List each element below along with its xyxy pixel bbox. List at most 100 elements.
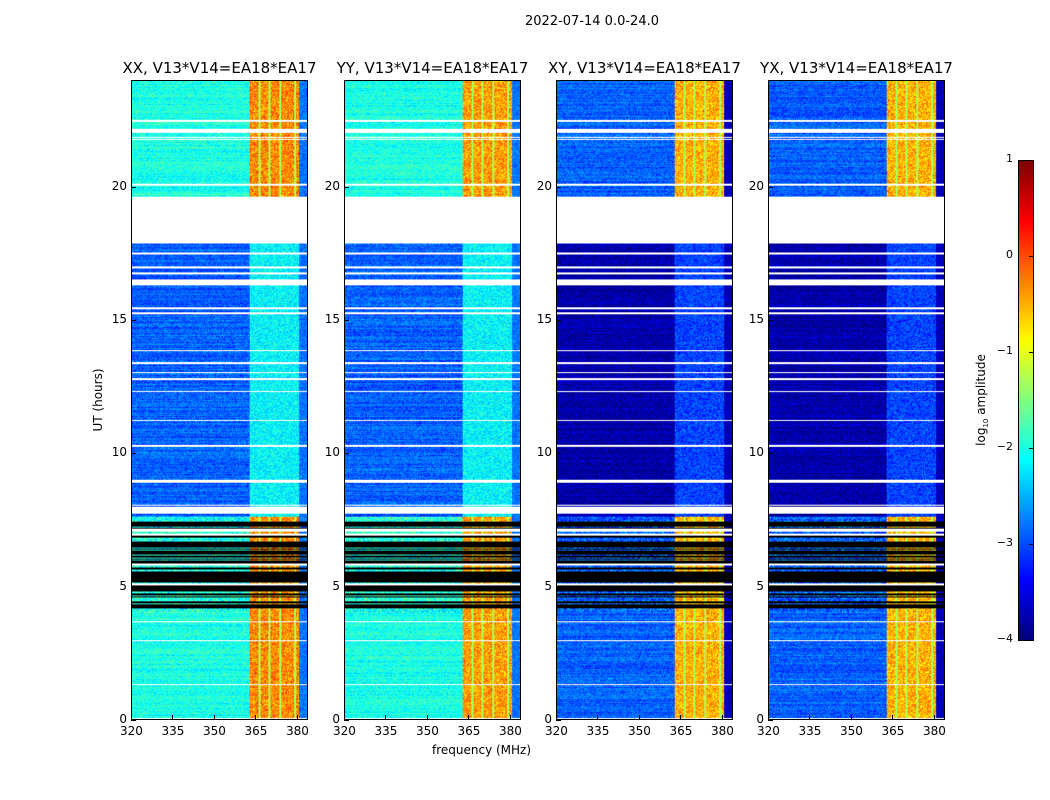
colorbar-tick-label: 0 [1006, 248, 1013, 261]
x-axis-label: frequency (MHz) [432, 743, 532, 757]
x-tick [850, 715, 852, 720]
y-tick [344, 186, 349, 188]
y-tick-label: 20 [748, 178, 764, 193]
colorbar-label-main: log [973, 427, 988, 446]
y-tick-label: 0 [544, 712, 552, 726]
y-tick [768, 720, 773, 721]
y-tick-label: 0 [332, 712, 340, 726]
y-axis-label: UT (hours) [91, 368, 105, 432]
x-tick [296, 715, 298, 720]
x-tick [509, 715, 511, 720]
x-tick-label: 380 [710, 724, 734, 738]
y-tick [131, 320, 136, 321]
colorbar-tick [1029, 352, 1034, 353]
x-tick [680, 715, 682, 720]
x-tick-label: 380 [498, 724, 522, 738]
y-tick [768, 586, 773, 588]
x-tick [468, 715, 470, 720]
x-tick-label: 335 [798, 724, 822, 738]
x-tick-label: 320 [120, 724, 143, 738]
x-tick-label: 380 [285, 724, 309, 738]
colorbar [1018, 160, 1034, 641]
panel-title: YY, V13*V14=EA18*EA17 [336, 59, 529, 77]
x-tick [597, 715, 599, 720]
y-tick-label: 10 [111, 445, 127, 460]
y-tick-label: 0 [756, 712, 764, 726]
y-tick-label: 15 [111, 312, 127, 326]
x-tick-label: 320 [333, 724, 356, 738]
panel-title: YX, V13*V14=EA18*EA17 [760, 59, 953, 77]
y-tick [556, 453, 561, 455]
y-tick-label: 15 [748, 312, 764, 326]
colorbar-label: log10 amplitude [974, 354, 990, 446]
colorbar-tick [1029, 448, 1034, 449]
colorbar-tick-label: −2 [996, 440, 1013, 453]
y-tick [344, 453, 349, 455]
y-tick-label: 5 [544, 578, 552, 593]
colorbar-label-sub: 10 [982, 418, 991, 428]
y-tick [131, 586, 136, 588]
x-tick-label: 365 [244, 724, 268, 738]
panel-title: XX, V13*V14=EA18*EA17 [122, 59, 317, 77]
colorbar-tick-label: −4 [996, 632, 1013, 645]
x-tick-label: 380 [922, 724, 946, 738]
x-tick [933, 715, 935, 720]
heatmap-panel-2 [344, 80, 521, 720]
y-tick-label: 5 [756, 578, 764, 593]
y-tick-label: 15 [536, 312, 552, 326]
x-tick-label: 365 [669, 724, 693, 738]
heatmap-panel-3 [556, 80, 733, 720]
x-tick-label: 365 [457, 724, 481, 738]
y-tick [768, 320, 773, 321]
x-tick-label: 335 [586, 724, 610, 738]
y-tick-label: 10 [748, 445, 764, 460]
x-tick-label: 350 [415, 724, 439, 738]
x-tick [638, 715, 640, 720]
colorbar-tick [1029, 160, 1034, 161]
x-tick [172, 715, 174, 720]
y-tick [556, 320, 561, 321]
y-tick [344, 320, 349, 321]
y-tick-label: 5 [119, 578, 127, 593]
y-tick-label: 5 [332, 578, 340, 593]
x-tick-label: 350 [627, 724, 651, 738]
y-tick [131, 720, 136, 721]
y-tick [131, 186, 136, 188]
colorbar-tick [1029, 544, 1034, 545]
x-tick [721, 715, 723, 720]
x-tick [385, 715, 387, 720]
y-tick [131, 453, 136, 455]
y-tick-label: 0 [119, 712, 127, 726]
x-tick [892, 715, 894, 720]
panel-title: XY, V13*V14=EA18*EA17 [548, 59, 741, 77]
y-tick [344, 586, 349, 588]
colorbar-tick-label: −3 [996, 536, 1013, 549]
y-tick [768, 186, 773, 188]
colorbar-tick [1029, 256, 1034, 257]
x-tick-label: 320 [757, 724, 780, 738]
x-tick-label: 350 [202, 724, 226, 738]
x-tick [426, 715, 428, 720]
y-tick-label: 10 [324, 445, 340, 460]
y-tick-label: 15 [324, 312, 340, 326]
colorbar-tick-label: 1 [1006, 152, 1013, 165]
x-tick-label: 350 [839, 724, 863, 738]
heatmap-panel-4 [768, 80, 945, 720]
y-tick-label: 20 [324, 178, 340, 193]
y-tick-label: 20 [536, 178, 552, 193]
x-tick [255, 715, 257, 720]
x-tick-label: 335 [374, 724, 398, 738]
x-tick [344, 715, 345, 720]
figure-title: 2022-07-14 0.0-24.0 [525, 14, 659, 29]
colorbar-tick-label: −1 [996, 344, 1013, 357]
y-tick-label: 10 [536, 445, 552, 460]
colorbar-tick [1029, 640, 1034, 641]
y-tick [556, 186, 561, 188]
x-tick-label: 320 [545, 724, 568, 738]
y-tick-label: 20 [111, 178, 127, 193]
x-tick [809, 715, 811, 720]
x-tick-label: 335 [161, 724, 185, 738]
x-tick [131, 715, 132, 720]
y-tick [768, 453, 773, 455]
